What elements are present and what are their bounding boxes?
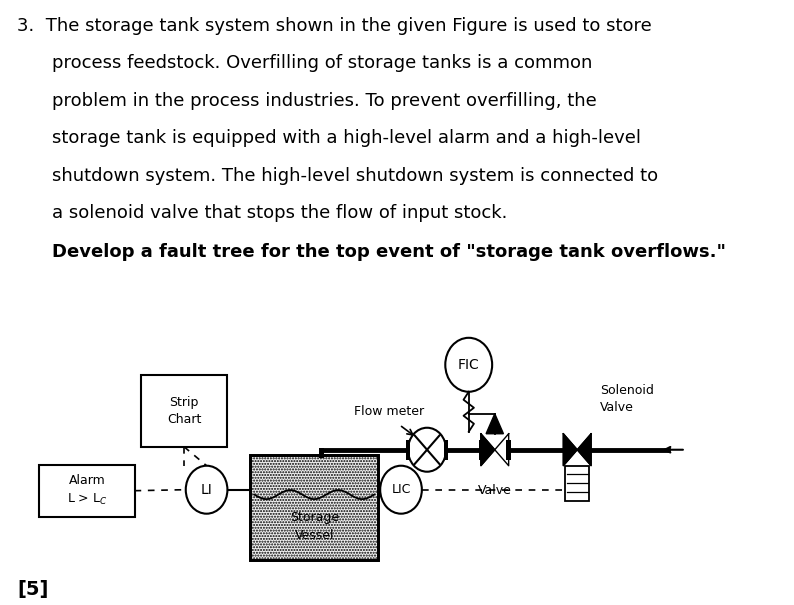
Bar bbox=[250, 455, 379, 560]
Bar bbox=[141, 374, 227, 446]
Text: 3.  The storage tank system shown in the given Figure is used to store: 3. The storage tank system shown in the … bbox=[17, 17, 652, 35]
Text: LIC: LIC bbox=[391, 483, 410, 496]
Polygon shape bbox=[495, 434, 509, 466]
Text: problem in the process industries. To prevent overfilling, the: problem in the process industries. To pr… bbox=[52, 92, 596, 110]
Text: Valve: Valve bbox=[478, 484, 511, 497]
Text: Strip
Chart: Strip Chart bbox=[167, 396, 201, 426]
Text: [5]: [5] bbox=[17, 580, 48, 600]
Circle shape bbox=[186, 466, 227, 514]
Text: Develop a fault tree for the top event of "storage tank overflows.": Develop a fault tree for the top event o… bbox=[52, 243, 726, 261]
Polygon shape bbox=[577, 434, 591, 466]
Bar bbox=[406, 440, 410, 460]
Text: shutdown system. The high-level shutdown system is connected to: shutdown system. The high-level shutdown… bbox=[52, 167, 657, 185]
Text: Storage
Vessel: Storage Vessel bbox=[290, 511, 339, 541]
Polygon shape bbox=[486, 414, 503, 434]
Text: a solenoid valve that stops the flow of input stock.: a solenoid valve that stops the flow of … bbox=[52, 204, 507, 223]
Bar bbox=[479, 440, 483, 460]
Text: LI: LI bbox=[201, 483, 213, 497]
Circle shape bbox=[408, 428, 446, 472]
Text: process feedstock. Overfilling of storage tanks is a common: process feedstock. Overfilling of storag… bbox=[52, 54, 592, 73]
Circle shape bbox=[380, 466, 422, 514]
Text: FIC: FIC bbox=[458, 358, 480, 372]
Polygon shape bbox=[481, 434, 495, 466]
Bar bbox=[39, 465, 134, 517]
Bar bbox=[444, 440, 449, 460]
Text: Alarm
L > L$_C$: Alarm L > L$_C$ bbox=[67, 474, 107, 507]
Bar bbox=[507, 440, 511, 460]
Bar bbox=[250, 455, 379, 560]
Text: Solenoid
Valve: Solenoid Valve bbox=[599, 384, 653, 414]
Bar bbox=[565, 466, 589, 501]
Text: storage tank is equipped with a high-level alarm and a high-level: storage tank is equipped with a high-lev… bbox=[52, 129, 641, 148]
Text: Flow meter: Flow meter bbox=[354, 405, 424, 418]
Polygon shape bbox=[563, 434, 577, 466]
Circle shape bbox=[445, 338, 492, 392]
